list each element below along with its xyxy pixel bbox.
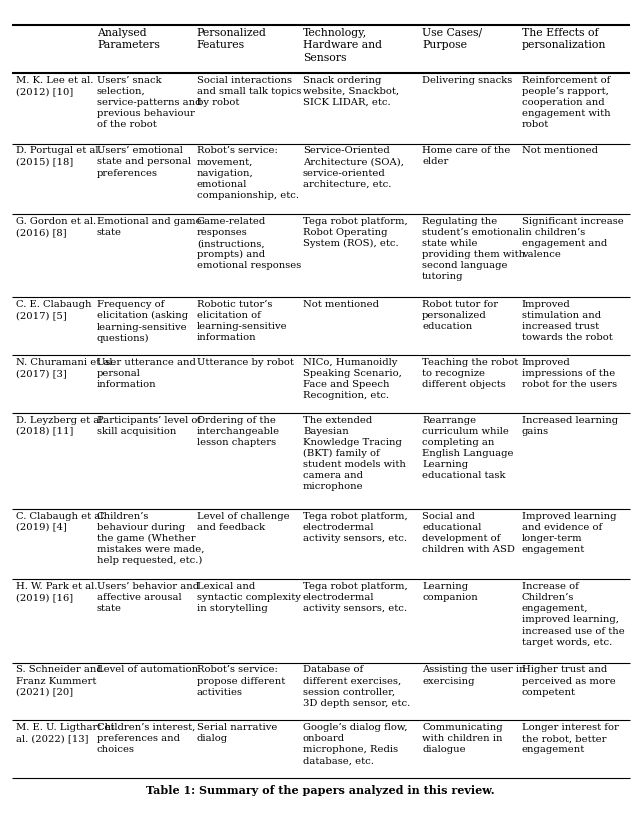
Text: Reinforcement of
people’s rapport,
cooperation and
engagement with
robot: Reinforcement of people’s rapport, coope… [522,76,611,129]
Text: Participants’ level of
skill acquisition: Participants’ level of skill acquisition [97,415,201,436]
Text: M. E. U. Ligthart et
al. (2022) [13]: M. E. U. Ligthart et al. (2022) [13] [17,723,115,743]
Text: Delivering snacks: Delivering snacks [422,76,512,85]
Text: H. W. Park et al.
(2019) [16]: H. W. Park et al. (2019) [16] [17,582,98,602]
Text: Not mentioned: Not mentioned [522,146,598,155]
Text: Improved
stimulation and
increased trust
towards the robot: Improved stimulation and increased trust… [522,300,612,342]
Text: Teaching the robot
to recognize
different objects: Teaching the robot to recognize differen… [422,358,518,389]
Text: Not mentioned: Not mentioned [303,300,379,309]
Text: C. E. Clabaugh
(2017) [5]: C. E. Clabaugh (2017) [5] [17,300,92,320]
Text: Emotional and game
state: Emotional and game state [97,217,202,237]
Text: Improved learning
and evidence of
longer-term
engagement: Improved learning and evidence of longer… [522,511,616,554]
Text: Longer interest for
the robot, better
engagement: Longer interest for the robot, better en… [522,723,619,754]
Text: Children’s interest,
preferences and
choices: Children’s interest, preferences and cho… [97,723,195,754]
Text: Google’s dialog flow,
onboard
microphone, Redis
database, etc.: Google’s dialog flow, onboard microphone… [303,723,408,765]
Text: Rearrange
curriculum while
completing an
English Language
Learning
educational t: Rearrange curriculum while completing an… [422,415,513,480]
Text: Technology,
Hardware and
Sensors: Technology, Hardware and Sensors [303,28,382,63]
Text: S. Schneider and
Franz Kummert
(2021) [20]: S. Schneider and Franz Kummert (2021) [2… [17,665,103,697]
Text: Learning
companion: Learning companion [422,582,478,602]
Text: Ordering of the
interchangeable
lesson chapters: Ordering of the interchangeable lesson c… [196,415,280,446]
Text: Users’ emotional
state and personal
preferences: Users’ emotional state and personal pref… [97,146,191,177]
Text: Significant increase
in children’s
engagement and
valence: Significant increase in children’s engag… [522,217,623,259]
Text: The extended
Bayesian
Knowledge Tracing
(BKT) family of
student models with
came: The extended Bayesian Knowledge Tracing … [303,415,406,491]
Text: Database of
different exercises,
session controller,
3D depth sensor, etc.: Database of different exercises, session… [303,665,410,707]
Text: NICo, Humanoidly
Speaking Scenario,
Face and Speech
Recognition, etc.: NICo, Humanoidly Speaking Scenario, Face… [303,358,402,400]
Text: User utterance and
personal
information: User utterance and personal information [97,358,196,389]
Text: Snack ordering
website, Snackbot,
SICK LIDAR, etc.: Snack ordering website, Snackbot, SICK L… [303,76,399,107]
Text: Increased learning
gains: Increased learning gains [522,415,618,436]
Text: Tega robot platform,
electrodermal
activity sensors, etc.: Tega robot platform, electrodermal activ… [303,511,408,543]
Text: Communicating
with children in
dialogue: Communicating with children in dialogue [422,723,502,754]
Text: Improved
impressions of the
robot for the users: Improved impressions of the robot for th… [522,358,617,389]
Text: Serial narrative
dialog: Serial narrative dialog [196,723,277,743]
Text: Users’ snack
selection,
service-patterns and
previous behaviour
of the robot: Users’ snack selection, service-patterns… [97,76,202,129]
Text: D. Leyzberg et al.
(2018) [11]: D. Leyzberg et al. (2018) [11] [17,415,106,436]
Text: Social interactions
and small talk topics
by robot: Social interactions and small talk topic… [196,76,301,107]
Text: D. Portugal et al.
(2015) [18]: D. Portugal et al. (2015) [18] [17,146,102,167]
Text: Social and
educational
development of
children with ASD: Social and educational development of ch… [422,511,515,554]
Text: Use Cases/
Purpose: Use Cases/ Purpose [422,28,482,50]
Text: Regulating the
student’s emotional
state while
providing them with
second langua: Regulating the student’s emotional state… [422,217,525,281]
Text: Frequency of
elicitation (asking
learning-sensitive
questions): Frequency of elicitation (asking learnin… [97,300,188,343]
Text: The Effects of
personalization: The Effects of personalization [522,28,606,50]
Text: Level of challenge
and feedback: Level of challenge and feedback [196,511,289,532]
Text: Analysed
Parameters: Analysed Parameters [97,28,160,50]
Text: Tega robot platform,
electrodermal
activity sensors, etc.: Tega robot platform, electrodermal activ… [303,582,408,613]
Text: Higher trust and
perceived as more
competent: Higher trust and perceived as more compe… [522,665,616,697]
Text: C. Clabaugh et al.
(2019) [4]: C. Clabaugh et al. (2019) [4] [17,511,107,532]
Text: Service-Oriented
Architecture (SOA),
service-oriented
architecture, etc.: Service-Oriented Architecture (SOA), ser… [303,146,404,189]
Text: Assisting the user in
exercising: Assisting the user in exercising [422,665,525,685]
Text: Home care of the
elder: Home care of the elder [422,146,511,167]
Text: Utterance by robot: Utterance by robot [196,358,294,367]
Text: M. K. Lee et al.
(2012) [10]: M. K. Lee et al. (2012) [10] [17,76,94,96]
Text: Personalized
Features: Personalized Features [196,28,267,50]
Text: Robot’s service:
movement,
navigation,
emotional
companionship, etc.: Robot’s service: movement, navigation, e… [196,146,299,200]
Text: Robotic tutor’s
elicitation of
learning-sensitive
information: Robotic tutor’s elicitation of learning-… [196,300,287,342]
Text: N. Churamani et al.
(2017) [3]: N. Churamani et al. (2017) [3] [17,358,116,378]
Text: Game-related
responses
(instructions,
prompts) and
emotional responses: Game-related responses (instructions, pr… [196,217,301,271]
Text: G. Gordon et al.
(2016) [8]: G. Gordon et al. (2016) [8] [17,217,97,237]
Text: Robot tutor for
personalized
education: Robot tutor for personalized education [422,300,498,332]
Text: Table 1: Summary of the papers analyzed in this review.: Table 1: Summary of the papers analyzed … [146,785,494,795]
Text: Level of automation: Level of automation [97,665,198,675]
Text: Lexical and
syntactic complexity
in storytelling: Lexical and syntactic complexity in stor… [196,582,301,613]
Text: Increase of
Children’s
engagement,
improved learning,
increased use of the
targe: Increase of Children’s engagement, impro… [522,582,625,646]
Text: Users’ behavior and
affective arousal
state: Users’ behavior and affective arousal st… [97,582,199,613]
Text: Children’s
behaviour during
the game (Whether
mistakes were made,
help requested: Children’s behaviour during the game (Wh… [97,511,204,565]
Text: Tega robot platform,
Robot Operating
System (ROS), etc.: Tega robot platform, Robot Operating Sys… [303,217,408,248]
Text: Robot’s service:
propose different
activities: Robot’s service: propose different activ… [196,665,285,697]
